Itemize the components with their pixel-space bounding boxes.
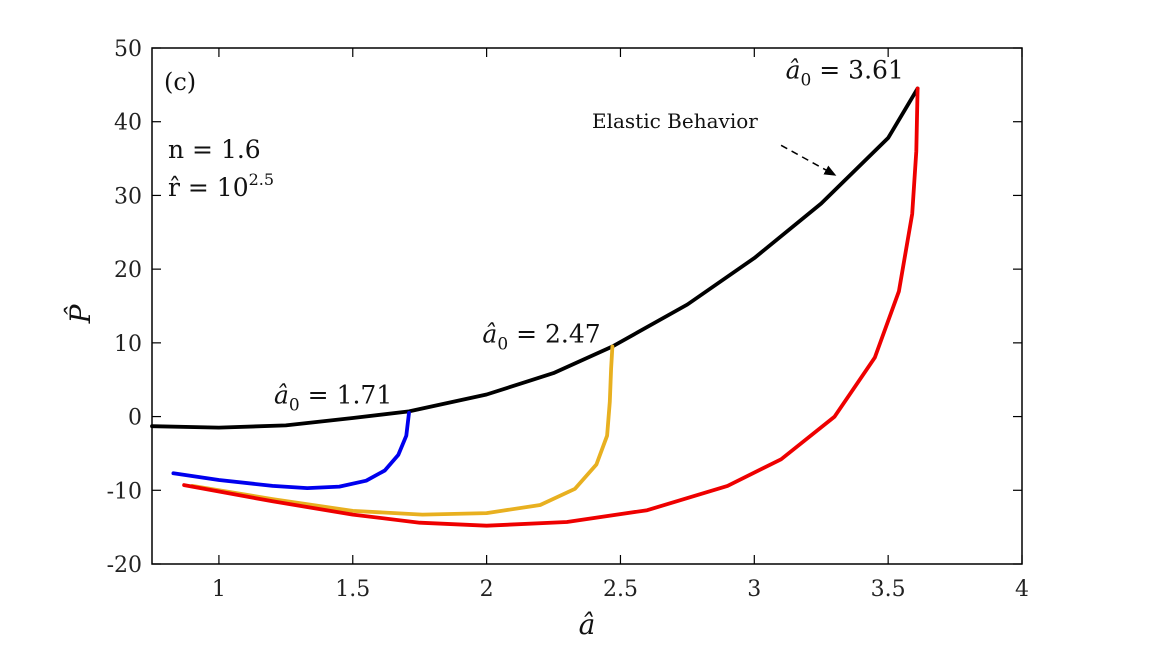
x-tick-label: 1 bbox=[212, 577, 226, 602]
x-tick-label: 2 bbox=[480, 577, 494, 602]
annotation-a0-1: â0 = 1.71 bbox=[274, 380, 392, 415]
panel-label: (c) bbox=[164, 68, 196, 96]
annotation-a0-2-value: 2.47 bbox=[545, 320, 601, 349]
x-tick-label: 3 bbox=[747, 577, 761, 602]
a0-1.71-series-line bbox=[171, 410, 411, 491]
param-r-base: r̂ = 10 bbox=[168, 173, 249, 202]
plot-frame bbox=[151, 47, 1023, 565]
y-tick-label: 40 bbox=[114, 111, 142, 136]
x-tick-label: 4 bbox=[1015, 577, 1029, 602]
y-tick-label: 10 bbox=[114, 332, 142, 357]
series-layer bbox=[150, 86, 920, 528]
annotation-a0-2: â0 = 2.47 bbox=[482, 320, 600, 355]
a0-2.47-series-line bbox=[190, 344, 615, 517]
y-tick-label: 30 bbox=[114, 184, 142, 209]
axis-ticks: 1 1.5 2 2.5 3 3.5 4 -20 -10 0 10 20 30 40 50 bbox=[107, 37, 1029, 602]
annotation-a0-3-value: 3.61 bbox=[848, 56, 904, 85]
param-r-label: r̂ = 102.5 bbox=[168, 170, 274, 202]
x-tick-label: 2.5 bbox=[603, 577, 638, 602]
x-tick-label: 3.5 bbox=[871, 577, 906, 602]
param-n-label: n = 1.6 bbox=[168, 135, 261, 164]
y-tick-label: 20 bbox=[114, 258, 142, 283]
annotation-a0-1-value: 1.71 bbox=[337, 380, 393, 409]
y-tick-label: 50 bbox=[114, 37, 142, 62]
annotation-a0-3: â0 = 3.61 bbox=[786, 56, 904, 91]
y-tick-label: 0 bbox=[128, 406, 142, 431]
a0-3.61-series-line bbox=[182, 86, 920, 528]
y-tick-label: -10 bbox=[107, 479, 142, 504]
elastic-behavior-arrow bbox=[780, 144, 837, 176]
y-axis-label: P̂ bbox=[64, 303, 97, 324]
param-r-exponent: 2.5 bbox=[249, 170, 274, 189]
x-tick-label: 1.5 bbox=[335, 577, 370, 602]
elastic-series-line bbox=[150, 86, 920, 430]
x-axis-label: â bbox=[579, 608, 596, 641]
y-tick-label: -20 bbox=[107, 553, 142, 578]
elastic-behavior-label: Elastic Behavior bbox=[592, 109, 758, 133]
